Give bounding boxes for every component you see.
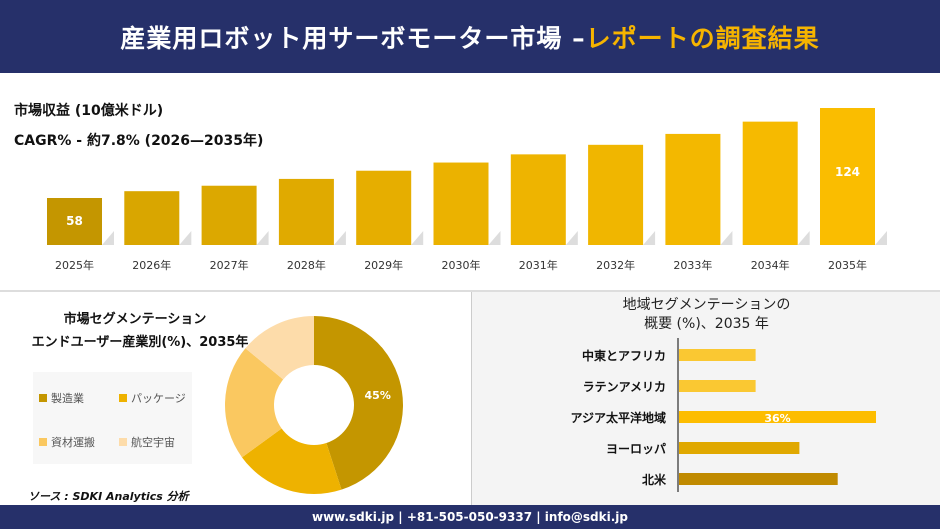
- region-chart-title: 地域セグメンテーションの 概要 (%)、2035 年: [622, 297, 791, 332]
- data-label: 58: [66, 214, 83, 228]
- bar-2031年: [510, 154, 566, 245]
- revenue-bar-chart: 2025年 58 2026年 2027年 2028年 2029年 2030年 2031年 203…: [47, 108, 887, 272]
- bar-ヨーロッパ: [679, 442, 800, 454]
- title-main: 産業用ロボット用サーボモーター市場 –: [120, 23, 586, 53]
- source-note: ソース : SDKI Analytics 分析: [28, 490, 189, 503]
- legend-item: パッケージ: [119, 390, 186, 406]
- bar-shadow: [488, 231, 501, 245]
- legend-item: 資材運搬: [39, 434, 95, 450]
- bar-shadow: [256, 231, 269, 245]
- x-tick-label: 2032年: [596, 258, 635, 272]
- y-tick-label: 北米: [642, 472, 667, 487]
- pie-subtitle: エンドユーザー産業別(%)、2035年: [31, 335, 249, 350]
- data-label: 45%: [365, 389, 391, 402]
- bar-北米: [679, 473, 838, 485]
- legend-swatch: [39, 438, 47, 446]
- y-tick-label: ヨーロッパ: [606, 442, 666, 456]
- bar-shadow: [179, 231, 192, 245]
- revenue-chart-title: 市場収益 (10億米ドル): [14, 103, 164, 119]
- bar-中東とアフリカ: [679, 349, 756, 361]
- bar-shadow: [333, 231, 346, 245]
- x-tick-label: 2031年: [519, 258, 558, 272]
- cagr-subtitle: CAGR% - 約7.8% (2026—2035年): [14, 133, 264, 149]
- donut-slice-航空宇宙: [245, 316, 314, 380]
- x-tick-label: 2026年: [132, 258, 171, 272]
- bar-shadow: [720, 231, 733, 245]
- bar-shadow: [875, 231, 887, 245]
- region-panel: 地域セグメンテーションの 概要 (%)、2035 年 中東とアフリカ ラテンアメリ…: [471, 292, 940, 505]
- bar-2032年: [588, 144, 644, 245]
- report-title: 産業用ロボット用サーボモーター市場 – レポートの調査結果: [0, 0, 940, 73]
- legend-label: 資材運搬: [51, 436, 95, 449]
- bar-shadow: [411, 231, 424, 245]
- footer-contact: www.sdki.jp | +81-505-050-9337 | info@sd…: [0, 505, 940, 529]
- x-tick-label: 2035年: [828, 258, 867, 272]
- bar-2025年: [47, 198, 102, 245]
- bar-shadow: [565, 231, 578, 245]
- bar-shadow: [797, 231, 810, 245]
- bar-shadow: [102, 231, 114, 245]
- x-tick-label: 2033年: [673, 258, 712, 272]
- title-highlight: レポートの調査結果: [585, 23, 820, 53]
- legend-label: パッケージ: [131, 392, 186, 405]
- legend-swatch: [119, 438, 127, 446]
- bar-2026年: [124, 191, 180, 245]
- bar-ラテンアメリカ: [679, 380, 756, 392]
- x-tick-label: 2034年: [751, 258, 790, 272]
- pie-title: 市場セグメンテーション: [63, 312, 207, 327]
- legend-item: 製造業: [39, 390, 84, 406]
- y-tick-label: アジア太平洋地域: [570, 410, 666, 425]
- bar-2029年: [356, 170, 412, 245]
- x-tick-label: 2027年: [210, 258, 249, 272]
- legend-label: 製造業: [51, 392, 84, 405]
- donut-slice-資材運搬: [224, 348, 284, 458]
- legend-item: 航空宇宙: [119, 434, 175, 450]
- y-tick-label: ラテンアメリカ: [583, 380, 666, 394]
- bar-shadow: [643, 231, 656, 245]
- bar-アジア太平洋地域: [679, 411, 876, 423]
- legend-swatch: [119, 394, 127, 402]
- x-tick-label: 2025年: [55, 258, 94, 272]
- divider: [0, 290, 940, 292]
- bar-2027年: [201, 185, 257, 245]
- y-tick-label: 中東とアフリカ: [582, 348, 666, 363]
- legend-swatch: [39, 394, 47, 402]
- x-tick-label: 2030年: [442, 258, 481, 272]
- donut-slice-パッケージ: [241, 428, 342, 494]
- bar-2028年: [278, 178, 334, 245]
- bar-2034年: [742, 121, 798, 245]
- bar-2030年: [433, 162, 489, 245]
- donut-slice-製造業: [314, 316, 403, 490]
- x-tick-label: 2028年: [287, 258, 326, 272]
- legend-label: 航空宇宙: [131, 436, 175, 449]
- bar-2035年: [820, 108, 875, 245]
- end-user-panel: 市場セグメンテーション エンドユーザー産業別(%)、2035年 製造業 パッケージ…: [0, 292, 470, 505]
- revenue-chart-panel: 市場収益 (10億米ドル) CAGR% - 約7.8% (2026—2035年)…: [0, 73, 940, 290]
- end-user-donut-chart: 45%: [224, 316, 403, 494]
- data-label: 36%: [764, 412, 790, 425]
- pie-legend: 製造業 パッケージ資材運搬 航空宇宙: [33, 372, 192, 464]
- x-tick-label: 2029年: [364, 258, 403, 272]
- data-label: 124: [835, 165, 860, 179]
- bar-2033年: [665, 133, 721, 245]
